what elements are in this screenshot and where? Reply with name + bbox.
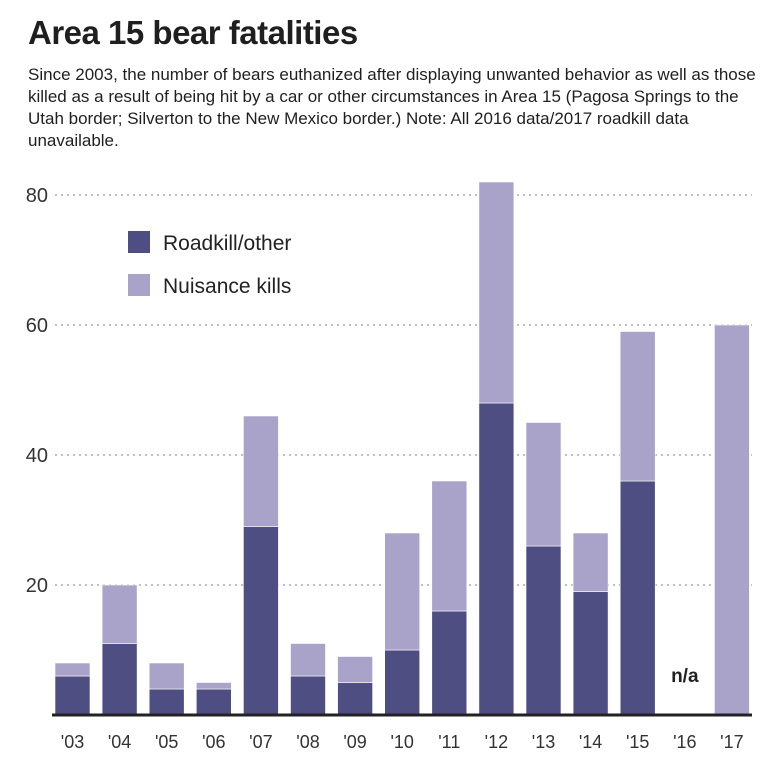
bar-nuisance-6 <box>337 656 373 683</box>
x-axis: '03 '04 '05 '06 '07 '08 '09 '10 '11 '12 '13 '14 '15 '… <box>52 713 752 752</box>
bar-roadkill-3 <box>196 688 232 716</box>
x-tick-label: '14 <box>579 732 602 752</box>
bar-nuisance-14 <box>714 324 750 716</box>
bar-nuisance-12 <box>619 331 656 482</box>
annotations: n/a <box>671 666 699 687</box>
bar-nuisance-3 <box>196 682 232 690</box>
x-tick-label: '17 <box>720 732 743 752</box>
legend-label-roadkill: Roadkill/other <box>163 232 291 255</box>
na-label: n/a <box>671 666 699 687</box>
bar-nuisance-2 <box>148 662 185 690</box>
x-tick-label: '10 <box>390 732 413 752</box>
bar-roadkill-9 <box>478 402 515 716</box>
chart-title: Area 15 bear fatalities <box>28 14 358 51</box>
legend-swatch-roadkill <box>128 231 150 253</box>
bar-nuisance-5 <box>290 643 326 677</box>
chart-subtitle: Since 2003, the number of bears euthaniz… <box>28 65 756 150</box>
bar-nuisance-10 <box>525 422 562 547</box>
x-tick-label: '15 <box>626 732 649 752</box>
legend: Roadkill/other Nuisance kills <box>128 231 291 298</box>
legend-label-nuisance: Nuisance kills <box>163 275 291 298</box>
bar-nuisance-9 <box>478 181 515 404</box>
bar-nuisance-1 <box>101 584 138 644</box>
bar-roadkill-12 <box>619 480 656 716</box>
bar-roadkill-10 <box>525 545 562 716</box>
bar-roadkill-8 <box>431 610 468 716</box>
x-tick-label: '07 <box>249 732 272 752</box>
bar-nuisance-7 <box>384 532 421 651</box>
bar-roadkill-0 <box>54 675 91 716</box>
x-tick-label: '13 <box>532 732 555 752</box>
x-tick-label: '08 <box>296 732 319 752</box>
bar-nuisance-11 <box>572 532 609 592</box>
x-tick-label: '09 <box>343 732 366 752</box>
bar-roadkill-1 <box>101 643 138 716</box>
bars <box>54 181 750 716</box>
y-tick-label: 20 <box>26 575 48 597</box>
x-tick-label: '05 <box>155 732 178 752</box>
x-tick-label: '03 <box>61 732 84 752</box>
bar-nuisance-4 <box>243 415 279 527</box>
bar-nuisance-0 <box>54 662 91 677</box>
bar-roadkill-5 <box>290 675 326 716</box>
y-tick-label: 60 <box>26 315 48 337</box>
bar-roadkill-4 <box>243 526 279 716</box>
x-tick-label: '04 <box>108 732 131 752</box>
bar-roadkill-2 <box>148 688 185 716</box>
y-tick-label: 80 <box>26 185 48 207</box>
x-tick-label: '06 <box>202 732 225 752</box>
x-tick-label: '12 <box>485 732 508 752</box>
y-tick-label: 40 <box>26 445 48 467</box>
bar-roadkill-6 <box>337 682 373 716</box>
y-axis: 20 40 60 80 <box>26 185 48 597</box>
bar-roadkill-7 <box>384 649 421 716</box>
bar-nuisance-8 <box>431 480 468 612</box>
bar-roadkill-11 <box>572 591 609 716</box>
x-tick-label: '11 <box>438 732 460 752</box>
x-tick-label: '16 <box>673 732 696 752</box>
legend-swatch-nuisance <box>128 274 150 296</box>
